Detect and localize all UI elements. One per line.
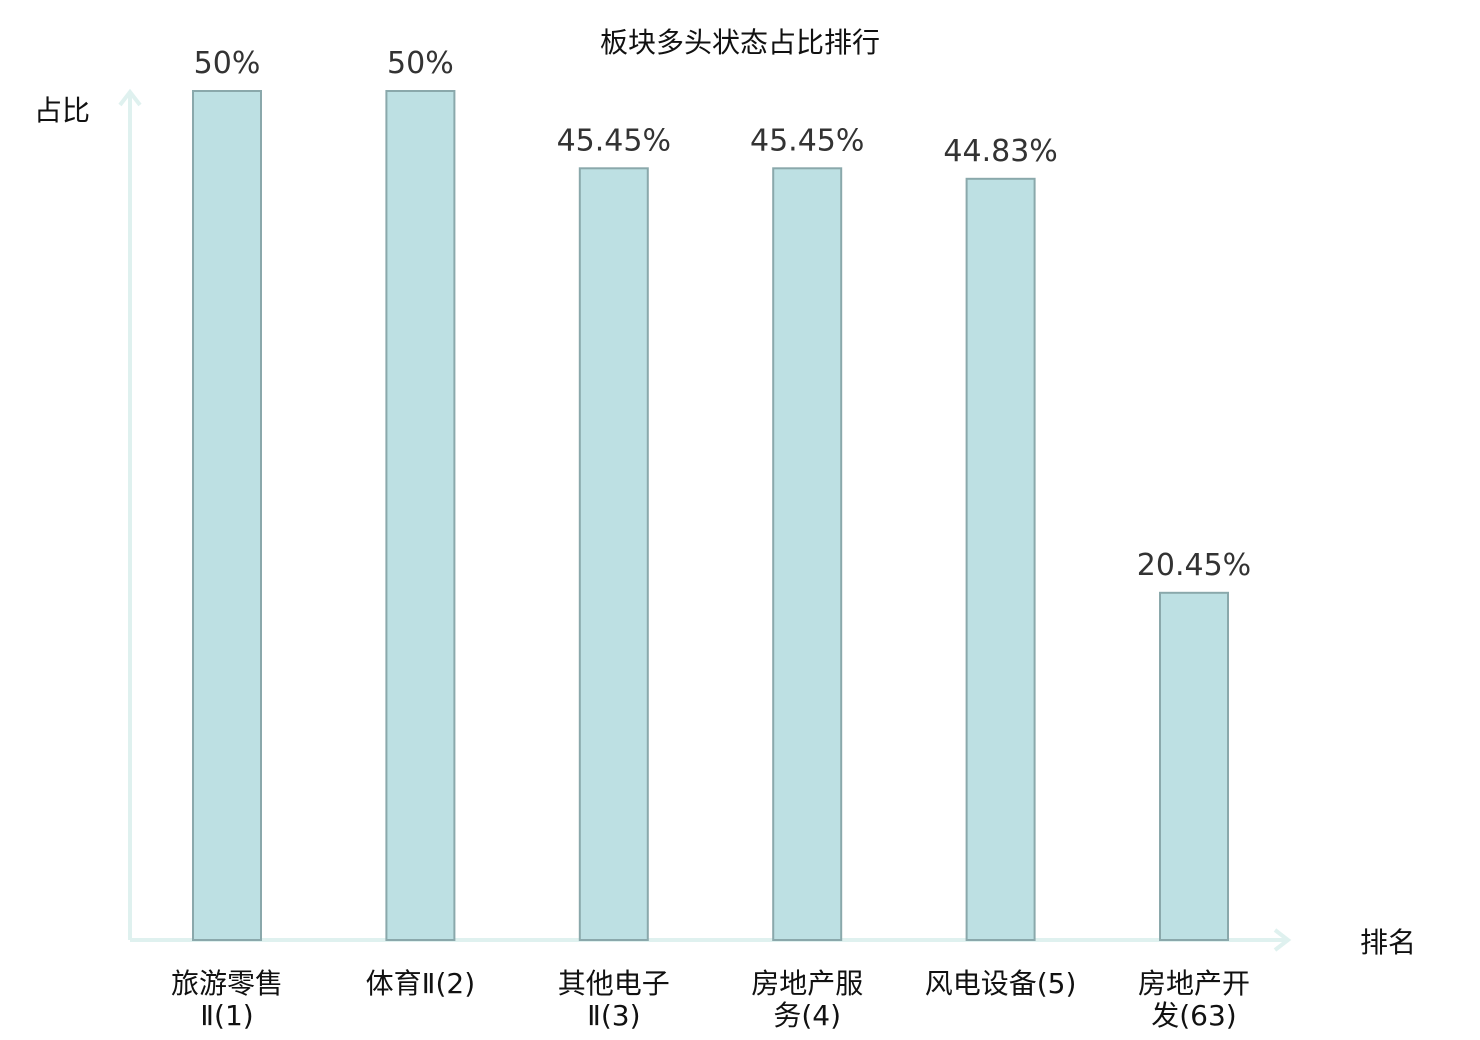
category-label-2-line-1: 体育Ⅱ(2) — [366, 967, 475, 1000]
bar-6 — [1159, 591, 1229, 941]
y-axis-label: 占比 — [34, 94, 90, 127]
value-label-2: 50% — [387, 46, 454, 81]
x-axis-arrow — [1273, 928, 1292, 952]
bar-4 — [772, 167, 843, 942]
category-label-4-line-2: 务(4) — [773, 999, 841, 1032]
bar-5 — [965, 177, 1036, 942]
bar-3 — [578, 167, 649, 942]
value-labels-group: 50% 50% 45.45% 45.45% 44.83% 20.45% — [194, 46, 1252, 583]
bar-1 — [192, 90, 262, 941]
category-label-5-line-1: 风电设备(5) — [925, 967, 1077, 1000]
value-label-6: 20.45% — [1137, 548, 1251, 583]
bars-group — [192, 90, 1229, 942]
bar-2 — [385, 90, 456, 941]
category-label-3-line-2: Ⅱ(3) — [587, 999, 640, 1032]
category-label-6-line-1: 房地产开 — [1138, 967, 1250, 1000]
category-label-3-line-1: 其他电子 — [558, 967, 670, 1000]
value-label-4: 45.45% — [750, 123, 864, 158]
chart-title: 板块多头状态占比排行 — [600, 26, 880, 59]
category-label-4-line-1: 房地产服 — [751, 967, 863, 1000]
y-axis-arrow — [118, 88, 142, 107]
value-label-5: 44.83% — [943, 134, 1057, 169]
value-label-3: 45.45% — [557, 123, 671, 158]
category-label-1-line-1: 旅游零售 — [171, 967, 283, 1000]
value-label-1: 50% — [194, 46, 261, 81]
category-label-6-line-2: 发(63) — [1151, 999, 1236, 1032]
x-axis-label: 排名 — [1360, 926, 1416, 959]
axes — [118, 88, 1292, 952]
category-label-1-line-2: Ⅱ(1) — [200, 999, 253, 1032]
